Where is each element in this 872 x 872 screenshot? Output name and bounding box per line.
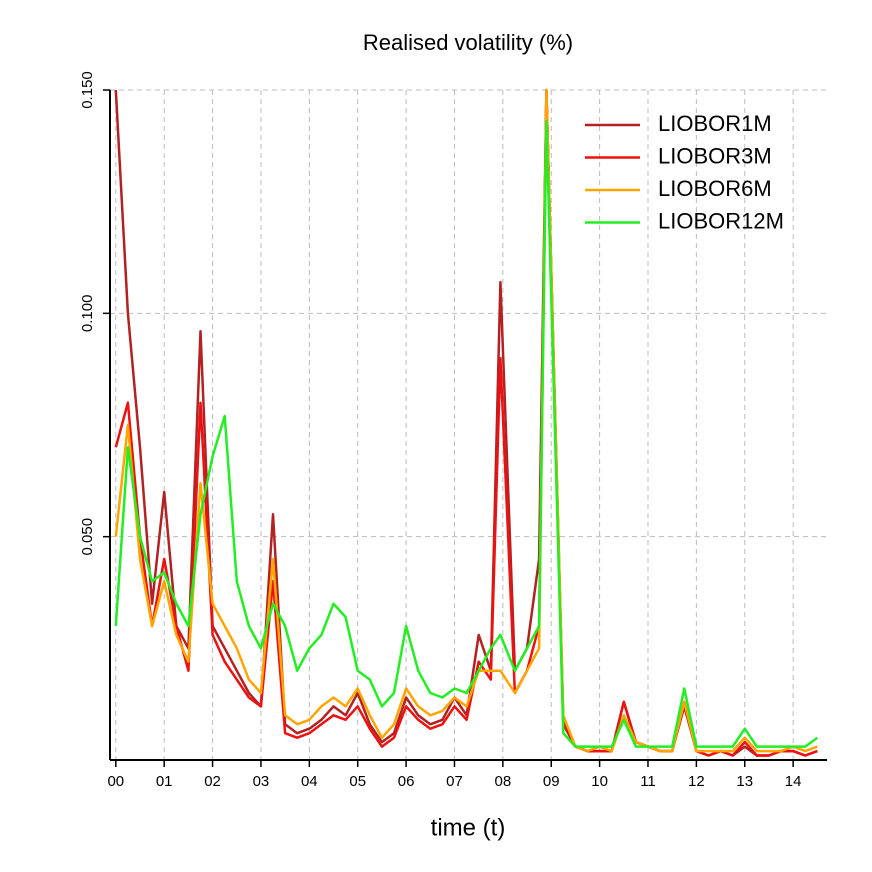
x-tick-label: 04	[301, 773, 318, 790]
chart-title: Realised volatility (%)	[363, 30, 573, 55]
x-tick-label: 08	[495, 773, 512, 790]
x-axis-label: time (t)	[431, 814, 506, 841]
series-line	[114, 120, 819, 748]
x-tick-label: 10	[591, 773, 608, 790]
x-tick-label: 01	[156, 773, 173, 790]
x-tick-label: 02	[204, 773, 221, 790]
y-tick-label: 0.050	[79, 518, 96, 556]
x-tick-label: 14	[785, 773, 802, 790]
axes: 00 01 02 03 04 05 06 07 08 09 10 11 12 13 14 0.050 0.100…	[79, 71, 827, 790]
x-tick-label: 07	[446, 773, 463, 790]
legend: LIOBOR1M LIOBOR3M LIOBOR6M LIOBOR12M	[585, 111, 784, 233]
x-tick-label: 03	[253, 773, 270, 790]
y-tick-label: 0.100	[79, 295, 96, 333]
y-tick-label: 0.150	[79, 71, 96, 109]
series-line	[114, 88, 818, 753]
x-tick-label: 11	[640, 773, 656, 790]
lines	[114, 88, 819, 757]
legend-label: LIOBOR6M	[658, 176, 772, 201]
x-tick-label: 05	[349, 773, 366, 790]
x-tick-label: 00	[107, 773, 124, 790]
x-tick-label: 06	[398, 773, 415, 790]
legend-label: LIOBOR1M	[658, 111, 772, 136]
grid	[110, 89, 827, 760]
x-tick-label: 13	[736, 773, 753, 790]
x-tick-label: 09	[543, 773, 560, 790]
legend-label: LIOBOR12M	[658, 208, 784, 233]
series-line	[114, 88, 818, 757]
legend-label: LIOBOR3M	[658, 143, 772, 168]
x-tick-label: 12	[688, 773, 705, 790]
